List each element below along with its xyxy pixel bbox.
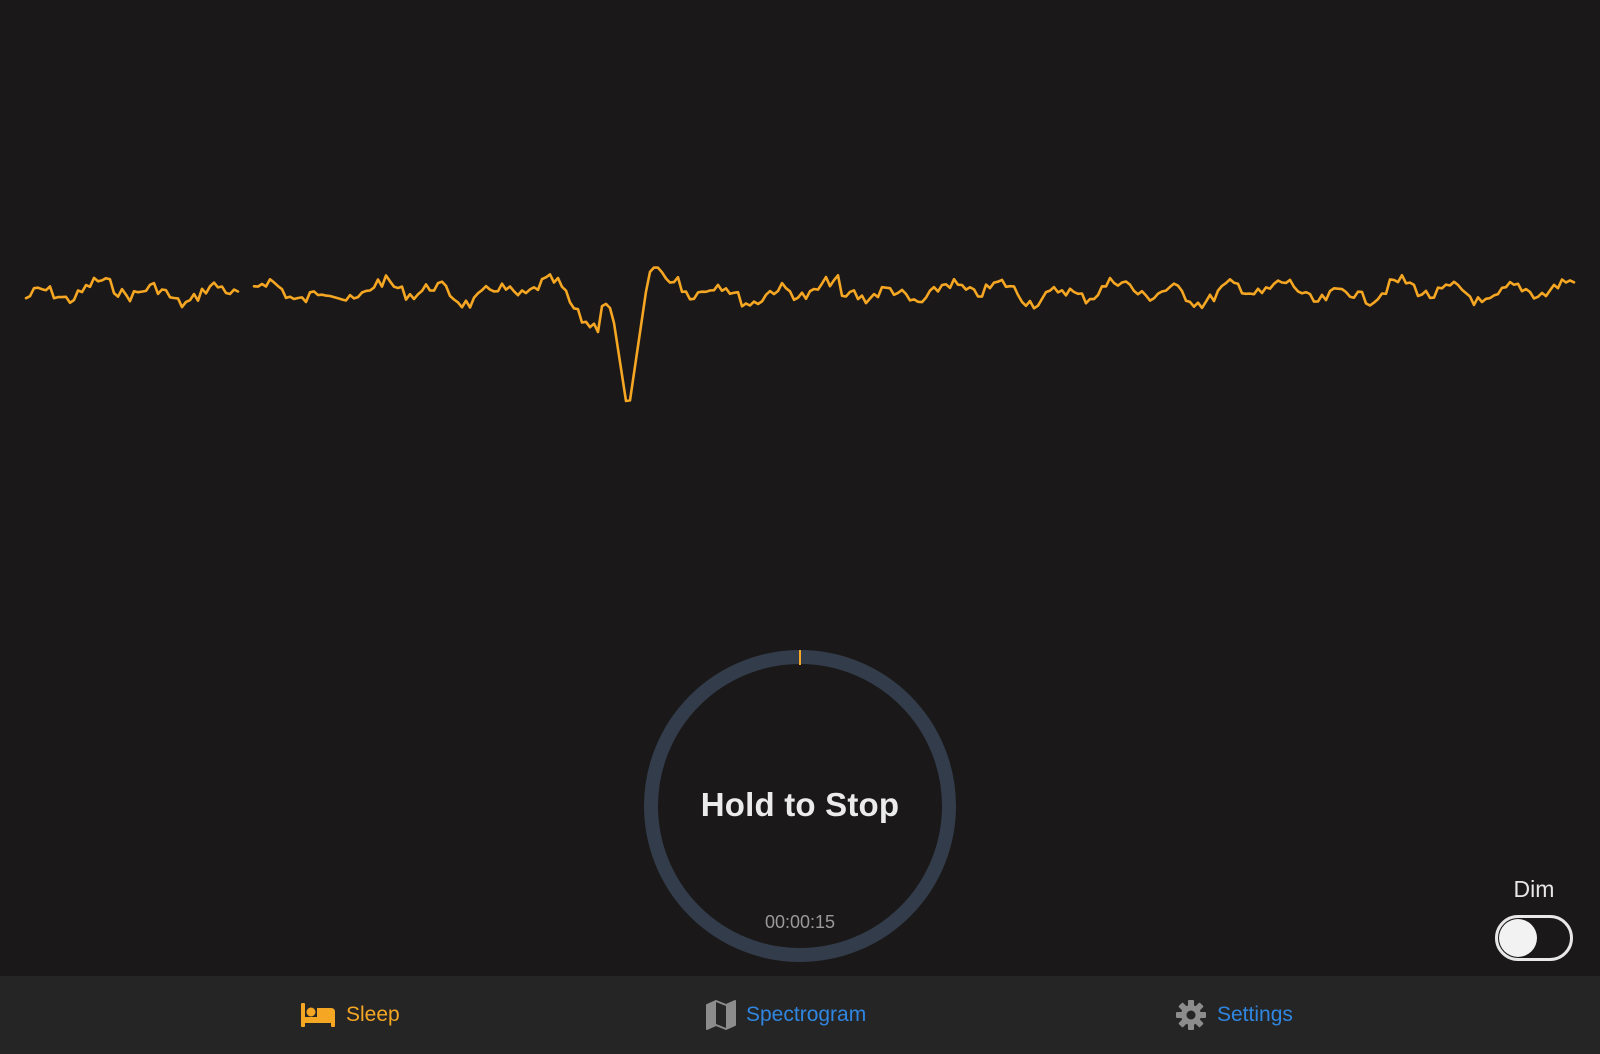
waveform-line (24, 266, 1576, 403)
tab-bar: Sleep Spectrogram Settings (0, 976, 1600, 1054)
hold-to-stop-label: Hold to Stop (700, 786, 900, 823)
tab-settings-label: Settings (1217, 1003, 1293, 1026)
audio-waveform (24, 266, 1576, 403)
hold-to-stop-button[interactable]: Hold to Stop 00:00:15 (644, 650, 956, 962)
bed-icon (300, 1002, 336, 1028)
dim-toggle[interactable] (1495, 915, 1573, 961)
map-icon (706, 999, 736, 1031)
tab-sleep[interactable]: Sleep (300, 976, 400, 1054)
dim-label: Dim (1513, 876, 1555, 902)
tab-settings[interactable]: Settings (1175, 976, 1293, 1054)
tab-spectrogram-label: Spectrogram (746, 1003, 867, 1026)
tab-sleep-label: Sleep (346, 1003, 400, 1026)
elapsed-time: 00:00:15 (764, 912, 836, 932)
progress-ring (644, 650, 956, 962)
gear-icon (1175, 999, 1207, 1031)
dim-toggle-knob (1499, 919, 1537, 957)
tab-spectrogram[interactable]: Spectrogram (706, 976, 866, 1054)
